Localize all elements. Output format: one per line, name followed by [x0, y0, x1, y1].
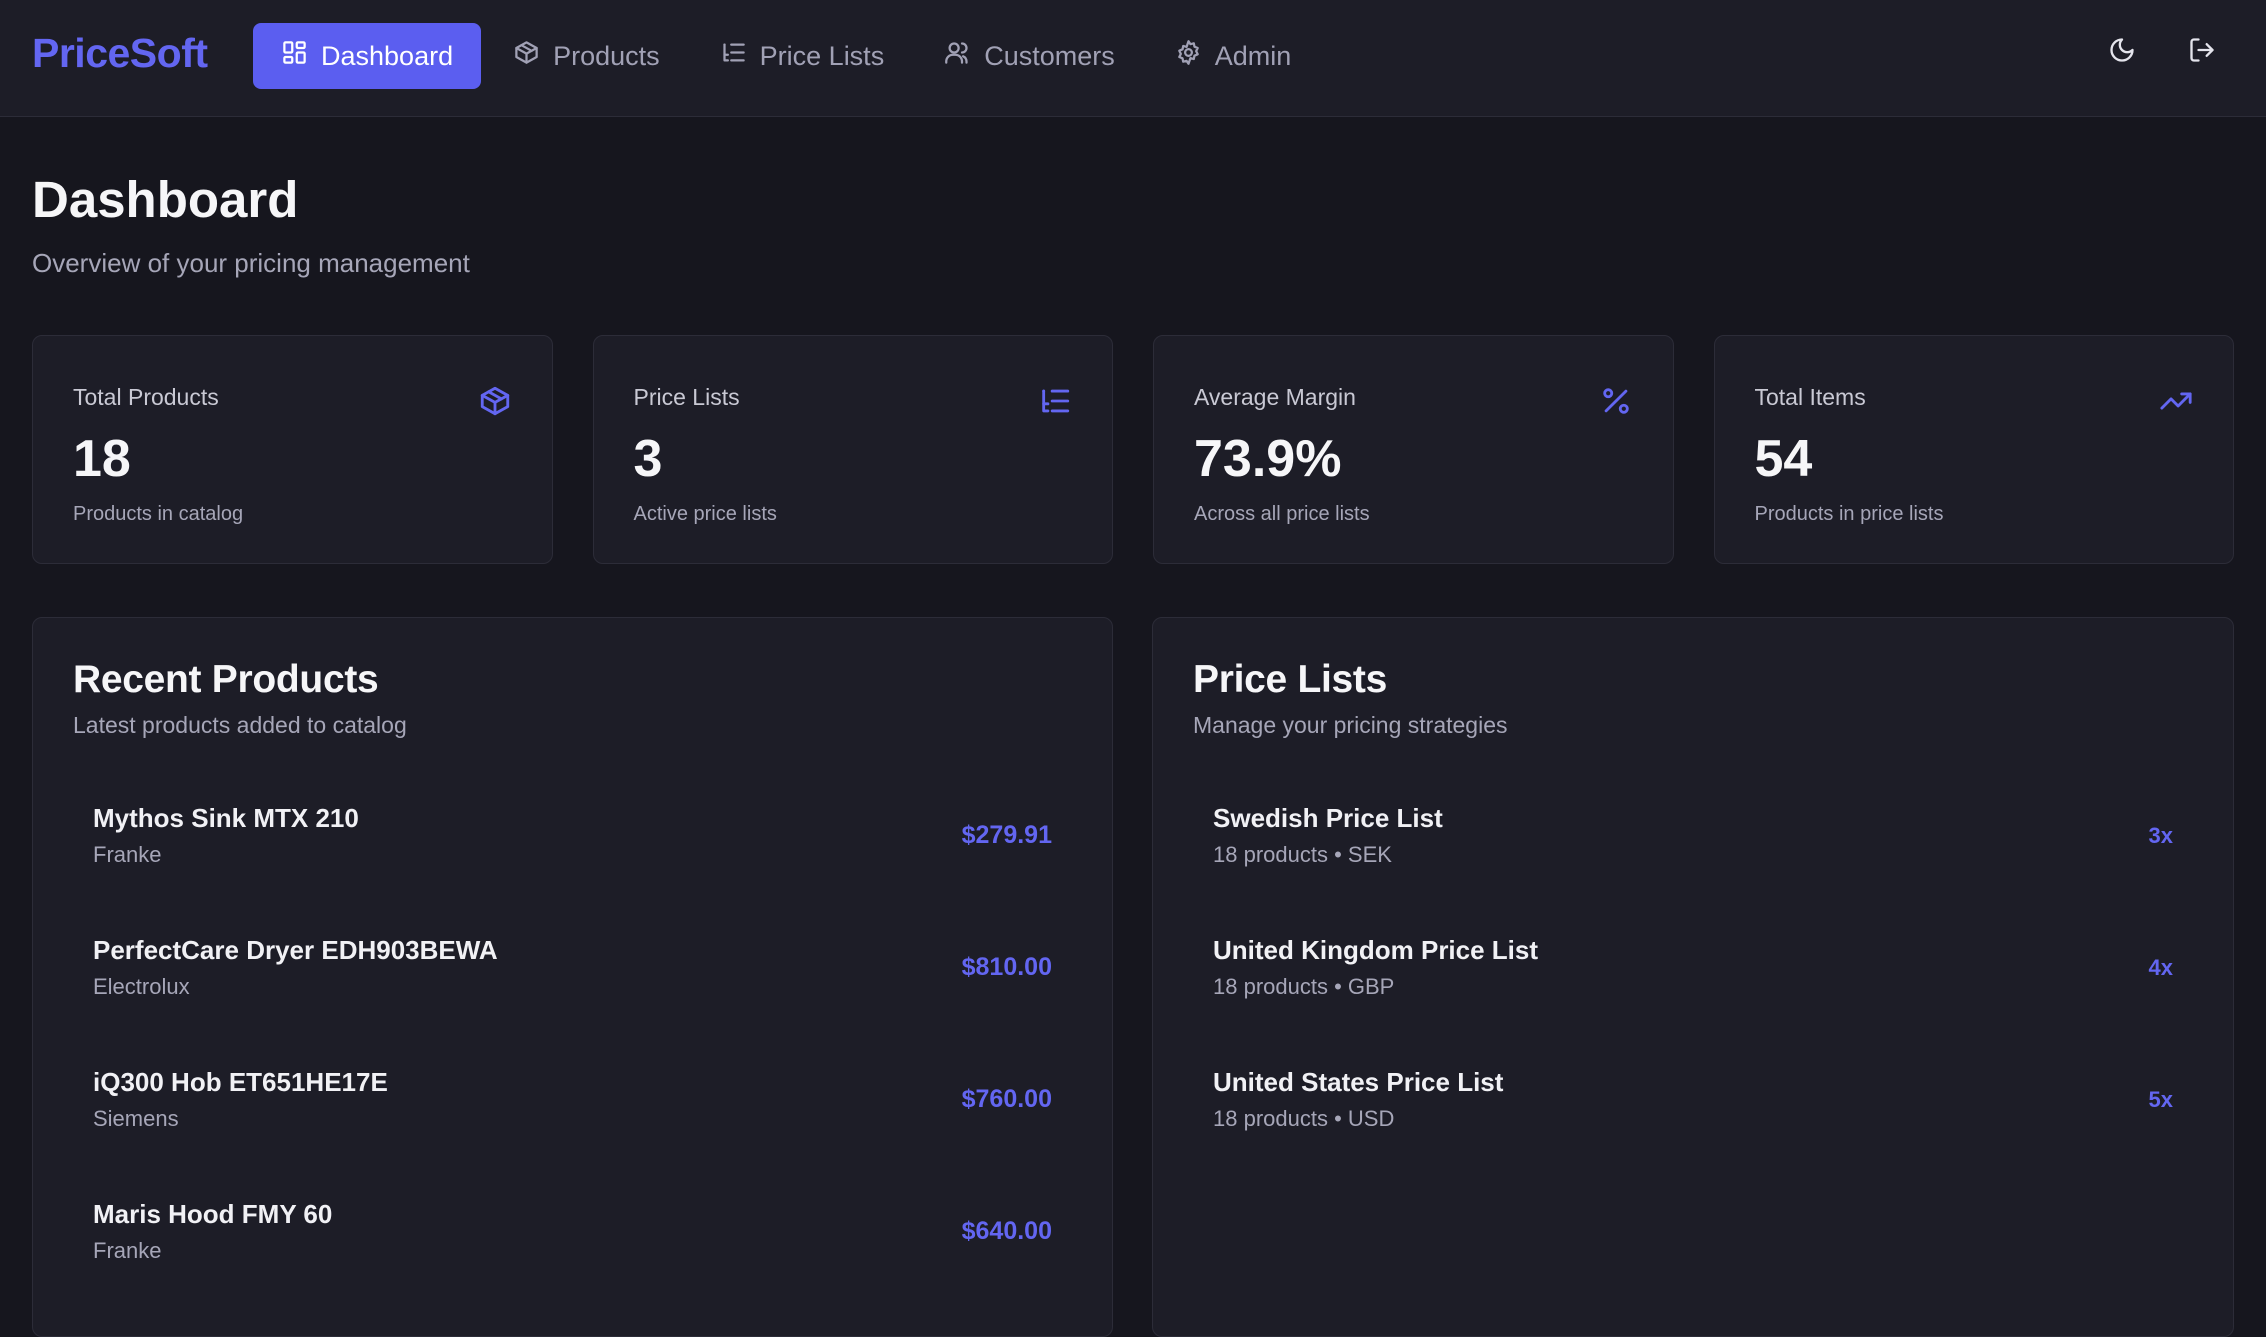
- nav-price-lists-label: Price Lists: [759, 40, 885, 71]
- percent-icon: [1599, 384, 1633, 418]
- gear-icon: [1175, 39, 1202, 73]
- moon-icon: [2108, 36, 2136, 69]
- box-icon: [478, 384, 512, 418]
- nav-dashboard-label: Dashboard: [321, 40, 454, 71]
- stat-description: Active price lists: [633, 503, 777, 525]
- nav-price-lists[interactable]: Price Lists: [692, 23, 913, 89]
- list-icon: [720, 39, 747, 73]
- product-name: PerfectCare Dryer EDH903BEWA: [93, 935, 498, 965]
- stat-card-total-products: Total Products 18 Products in catalog: [32, 335, 553, 564]
- product-name: Mythos Sink MTX 210: [93, 803, 359, 833]
- nav-products[interactable]: Products: [485, 23, 688, 89]
- product-price: $760.00: [961, 1085, 1052, 1113]
- theme-toggle-button[interactable]: [2106, 36, 2138, 68]
- panel-subtitle: Manage your pricing strategies: [1193, 712, 1508, 738]
- main-nav: Dashboard Products Price Lists Customers…: [253, 23, 1319, 89]
- price-list-row[interactable]: Swedish Price List 18 products • SEK 3x: [1193, 783, 2193, 915]
- product-name: Maris Hood FMY 60: [93, 1199, 333, 1229]
- page-title: Dashboard: [32, 171, 299, 228]
- stat-value: 18: [73, 430, 131, 488]
- recent-products-list: Mythos Sink MTX 210 Franke $279.91 Perfe…: [73, 783, 1072, 1311]
- stat-value: 73.9%: [1194, 430, 1342, 488]
- price-list-meta: 18 products • SEK: [1213, 842, 1392, 867]
- nav-products-label: Products: [553, 40, 660, 71]
- price-list-multiplier: 3x: [2148, 823, 2173, 848]
- panel-title: Recent Products: [73, 658, 379, 701]
- stat-description: Products in catalog: [73, 503, 244, 525]
- product-price: $279.91: [961, 821, 1052, 849]
- stat-description: Across all price lists: [1194, 503, 1370, 525]
- product-row[interactable]: Mythos Sink MTX 210 Franke $279.91: [73, 783, 1072, 915]
- price-lists-panel: Price Lists Manage your pricing strategi…: [1152, 617, 2234, 1337]
- product-brand: Franke: [93, 842, 162, 867]
- price-lists-list: Swedish Price List 18 products • SEK 3x …: [1193, 783, 2193, 1179]
- product-name: iQ300 Hob ET651HE17E: [93, 1067, 388, 1097]
- product-brand: Siemens: [93, 1106, 179, 1131]
- stats-row: Total Products 18 Products in catalog Pr…: [32, 335, 2234, 564]
- stat-card-total-items: Total Items 54 Products in price lists: [1713, 335, 2234, 564]
- nav-admin-label: Admin: [1214, 40, 1292, 71]
- logout-button[interactable]: [2186, 36, 2218, 68]
- stat-label: Price Lists: [633, 384, 740, 410]
- users-icon: [944, 39, 971, 73]
- price-list-name: United States Price List: [1213, 1067, 1504, 1097]
- nav-admin[interactable]: Admin: [1147, 23, 1320, 89]
- nav-dashboard[interactable]: Dashboard: [253, 23, 482, 89]
- page-subtitle: Overview of your pricing management: [32, 248, 470, 278]
- nav-customers[interactable]: Customers: [916, 23, 1143, 89]
- price-list-meta: 18 products • GBP: [1213, 974, 1395, 999]
- product-row[interactable]: iQ300 Hob ET651HE17E Siemens $760.00: [73, 1047, 1072, 1179]
- box-icon: [513, 39, 540, 73]
- price-list-meta: 18 products • USD: [1213, 1106, 1395, 1131]
- stat-label: Total Products: [73, 384, 219, 410]
- list-icon: [1038, 384, 1072, 418]
- product-brand: Franke: [93, 1238, 162, 1263]
- trending-up-icon: [2159, 384, 2193, 418]
- logout-icon: [2188, 36, 2216, 69]
- stat-card-average-margin: Average Margin 73.9% Across all price li…: [1153, 335, 1674, 564]
- stat-label: Total Items: [1754, 384, 1866, 410]
- stat-label: Average Margin: [1194, 384, 1356, 410]
- top-actions: [2106, 36, 2218, 68]
- stat-value: 3: [633, 430, 663, 488]
- stat-card-price-lists: Price Lists 3 Active price lists: [592, 335, 1113, 564]
- product-row[interactable]: Maris Hood FMY 60 Franke $640.00: [73, 1179, 1072, 1311]
- dashboard-icon: [281, 39, 308, 73]
- price-list-row[interactable]: United States Price List 18 products • U…: [1193, 1047, 2193, 1179]
- top-navbar: PriceSoft Dashboard Products Price Lists…: [0, 0, 2266, 117]
- recent-products-panel: Recent Products Latest products added to…: [32, 617, 1113, 1337]
- panel-subtitle: Latest products added to catalog: [73, 712, 407, 738]
- price-list-multiplier: 5x: [2148, 1087, 2173, 1112]
- product-price: $810.00: [961, 953, 1052, 981]
- price-list-name: United Kingdom Price List: [1213, 935, 1539, 965]
- panel-title: Price Lists: [1193, 658, 1387, 701]
- stat-value: 54: [1754, 430, 1813, 488]
- brand-logo[interactable]: PriceSoft: [32, 30, 208, 76]
- product-brand: Electrolux: [93, 974, 190, 999]
- product-row[interactable]: PerfectCare Dryer EDH903BEWA Electrolux …: [73, 915, 1072, 1047]
- product-price: $640.00: [961, 1217, 1052, 1245]
- price-list-multiplier: 4x: [2148, 955, 2173, 980]
- nav-customers-label: Customers: [984, 40, 1115, 71]
- stat-description: Products in price lists: [1754, 503, 1944, 525]
- price-list-row[interactable]: United Kingdom Price List 18 products • …: [1193, 915, 2193, 1047]
- price-list-name: Swedish Price List: [1213, 803, 1443, 833]
